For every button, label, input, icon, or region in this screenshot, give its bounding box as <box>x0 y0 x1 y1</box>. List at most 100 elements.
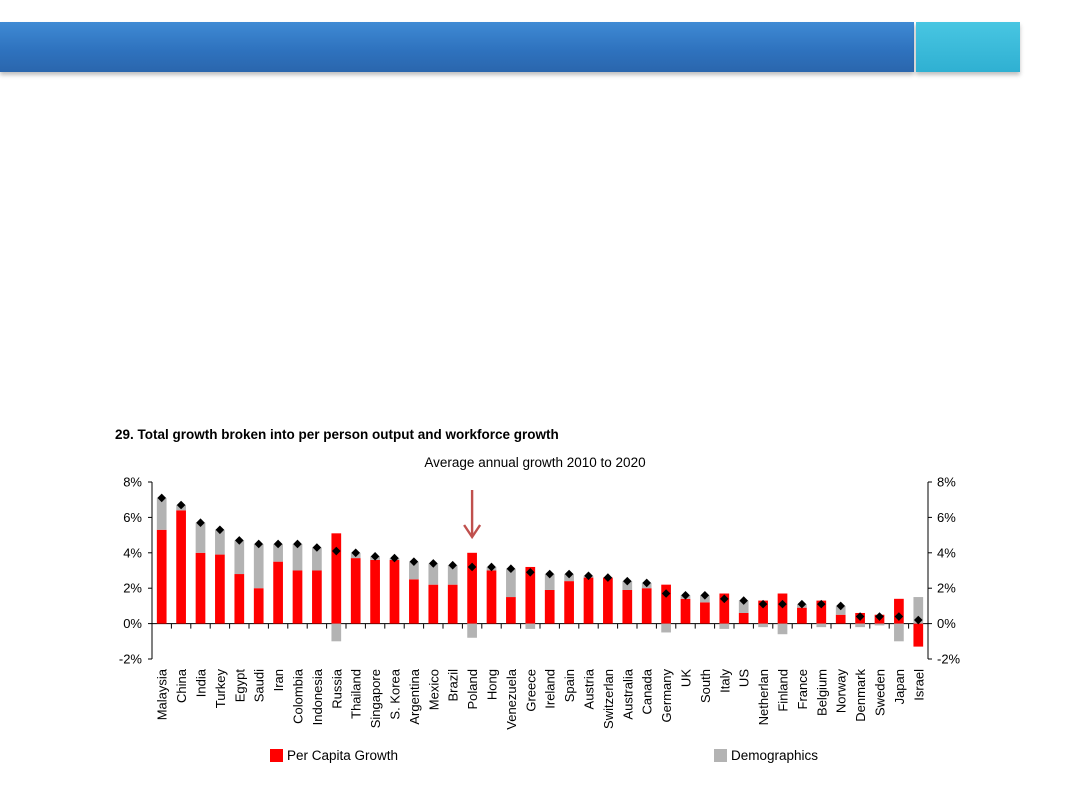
per-capita-bar <box>253 588 264 624</box>
per-capita-bar <box>370 559 380 624</box>
y-tick-label-right: 2% <box>937 581 956 596</box>
category-label: Finland <box>776 669 791 712</box>
category-label: Saudi <box>252 669 267 702</box>
category-label: South <box>698 669 713 703</box>
legend-label-demographics: Demographics <box>731 748 818 763</box>
per-capita-bar <box>273 561 283 624</box>
total-growth-marker <box>487 562 496 572</box>
total-growth-marker <box>720 594 729 604</box>
category-label: India <box>194 668 209 697</box>
per-capita-bar <box>312 570 322 624</box>
category-label: Austria <box>582 668 597 709</box>
total-growth-marker <box>332 546 341 556</box>
y-tick-label-right: 0% <box>937 616 956 631</box>
category-label: Indonesia <box>310 668 325 725</box>
demographics-bar <box>467 623 477 638</box>
category-label: UK <box>679 669 694 687</box>
category-label: Iran <box>271 669 286 691</box>
y-tick-label-right: -2% <box>937 652 961 667</box>
category-label: Russia <box>329 668 344 709</box>
highlight-arrow-layer <box>463 490 482 540</box>
per-capita-bar <box>738 612 749 624</box>
category-label: France <box>795 669 810 709</box>
category-label: Japan <box>892 669 907 704</box>
total-growth-marker <box>914 615 923 625</box>
total-growth-marker <box>215 525 225 535</box>
per-capita-bar <box>447 584 458 624</box>
category-label: Hong <box>485 669 500 700</box>
demographics-bar <box>525 623 536 629</box>
total-growth-marker <box>235 536 244 545</box>
per-capita-bar <box>719 593 730 624</box>
total-growth-marker <box>681 590 690 600</box>
category-label: Singapore <box>368 669 383 728</box>
per-capita-bar <box>661 584 671 624</box>
demographics-bar <box>273 543 283 562</box>
per-capita-bar <box>835 614 846 624</box>
category-label: Ireland <box>543 669 558 709</box>
per-capita-bar <box>641 588 652 624</box>
demographics-bar <box>874 623 885 626</box>
y-tick-label-right: 6% <box>937 510 956 525</box>
total-growth-marker <box>370 552 380 561</box>
legend: Per Capita Growth Demographics <box>270 748 818 763</box>
per-capita-bar <box>797 607 807 624</box>
demographics-bar <box>506 568 516 598</box>
category-label: Spain <box>562 669 577 702</box>
total-growth-marker <box>642 578 651 588</box>
total-growth-marker <box>467 562 477 572</box>
header-bar <box>0 22 914 72</box>
highlight-arrow-head <box>463 524 482 540</box>
total-growth-marker <box>778 599 787 609</box>
total-growth-marker <box>409 557 419 566</box>
demographics-bar <box>855 623 865 628</box>
y-tick-label-left: 2% <box>123 581 142 596</box>
per-capita-bar <box>913 623 924 647</box>
demographics-bar <box>544 574 555 590</box>
per-capita-bar <box>583 577 594 624</box>
total-growth-marker <box>584 571 593 581</box>
total-growth-marker <box>526 567 535 577</box>
legend-swatch-demographics <box>714 749 727 762</box>
total-growth-marker <box>855 612 865 621</box>
category-label: S. Korea <box>388 668 403 719</box>
category-label: Denmark <box>853 669 868 722</box>
per-capita-bar <box>758 600 768 624</box>
legend-label-per-capita: Per Capita Growth <box>287 748 398 763</box>
total-growth-marker <box>293 539 302 549</box>
header-accent-block <box>916 22 1020 72</box>
total-growth-marker <box>564 569 574 579</box>
demographics-bar <box>409 561 419 580</box>
y-tick-label-left: 0% <box>123 616 142 631</box>
total-growth-marker <box>429 559 438 568</box>
category-label: US <box>737 669 752 687</box>
y-tick-label-left: -2% <box>119 652 143 667</box>
total-growth-marker <box>390 553 399 563</box>
total-growth-marker <box>603 573 613 582</box>
total-growth-marker <box>254 539 263 549</box>
category-labels-layer: Malaysia China India Turkey Egypt Saudi Iran Co… <box>155 668 927 730</box>
demographics-bar <box>215 529 225 555</box>
per-capita-bar <box>603 577 613 624</box>
demographics-bar <box>428 563 439 585</box>
total-growth-marker <box>157 493 166 503</box>
per-capita-bar <box>215 554 225 624</box>
category-label: Canada <box>640 668 655 714</box>
markers-layer <box>157 493 923 625</box>
total-growth-marker <box>661 589 671 598</box>
category-label: Australia <box>620 668 635 719</box>
demographics-bar <box>622 581 633 590</box>
category-label: Norway <box>834 669 849 714</box>
per-capita-bar <box>564 581 574 624</box>
demographics-bar <box>234 540 245 575</box>
demographics-bar <box>312 547 322 571</box>
total-growth-marker <box>176 500 186 510</box>
y-tick-label-left: 8% <box>123 475 142 490</box>
per-capita-bar <box>389 559 400 624</box>
axes-layer: -2% -2% 0% 0% 2% 2% 4% 4% 6% 6% 8% 8% <box>119 475 961 667</box>
category-label: Thailand <box>349 669 364 719</box>
per-capita-bar <box>700 602 710 624</box>
category-label: Germany <box>659 669 674 723</box>
per-capita-bar <box>894 598 904 624</box>
y-tick-label-left: 6% <box>123 510 142 525</box>
